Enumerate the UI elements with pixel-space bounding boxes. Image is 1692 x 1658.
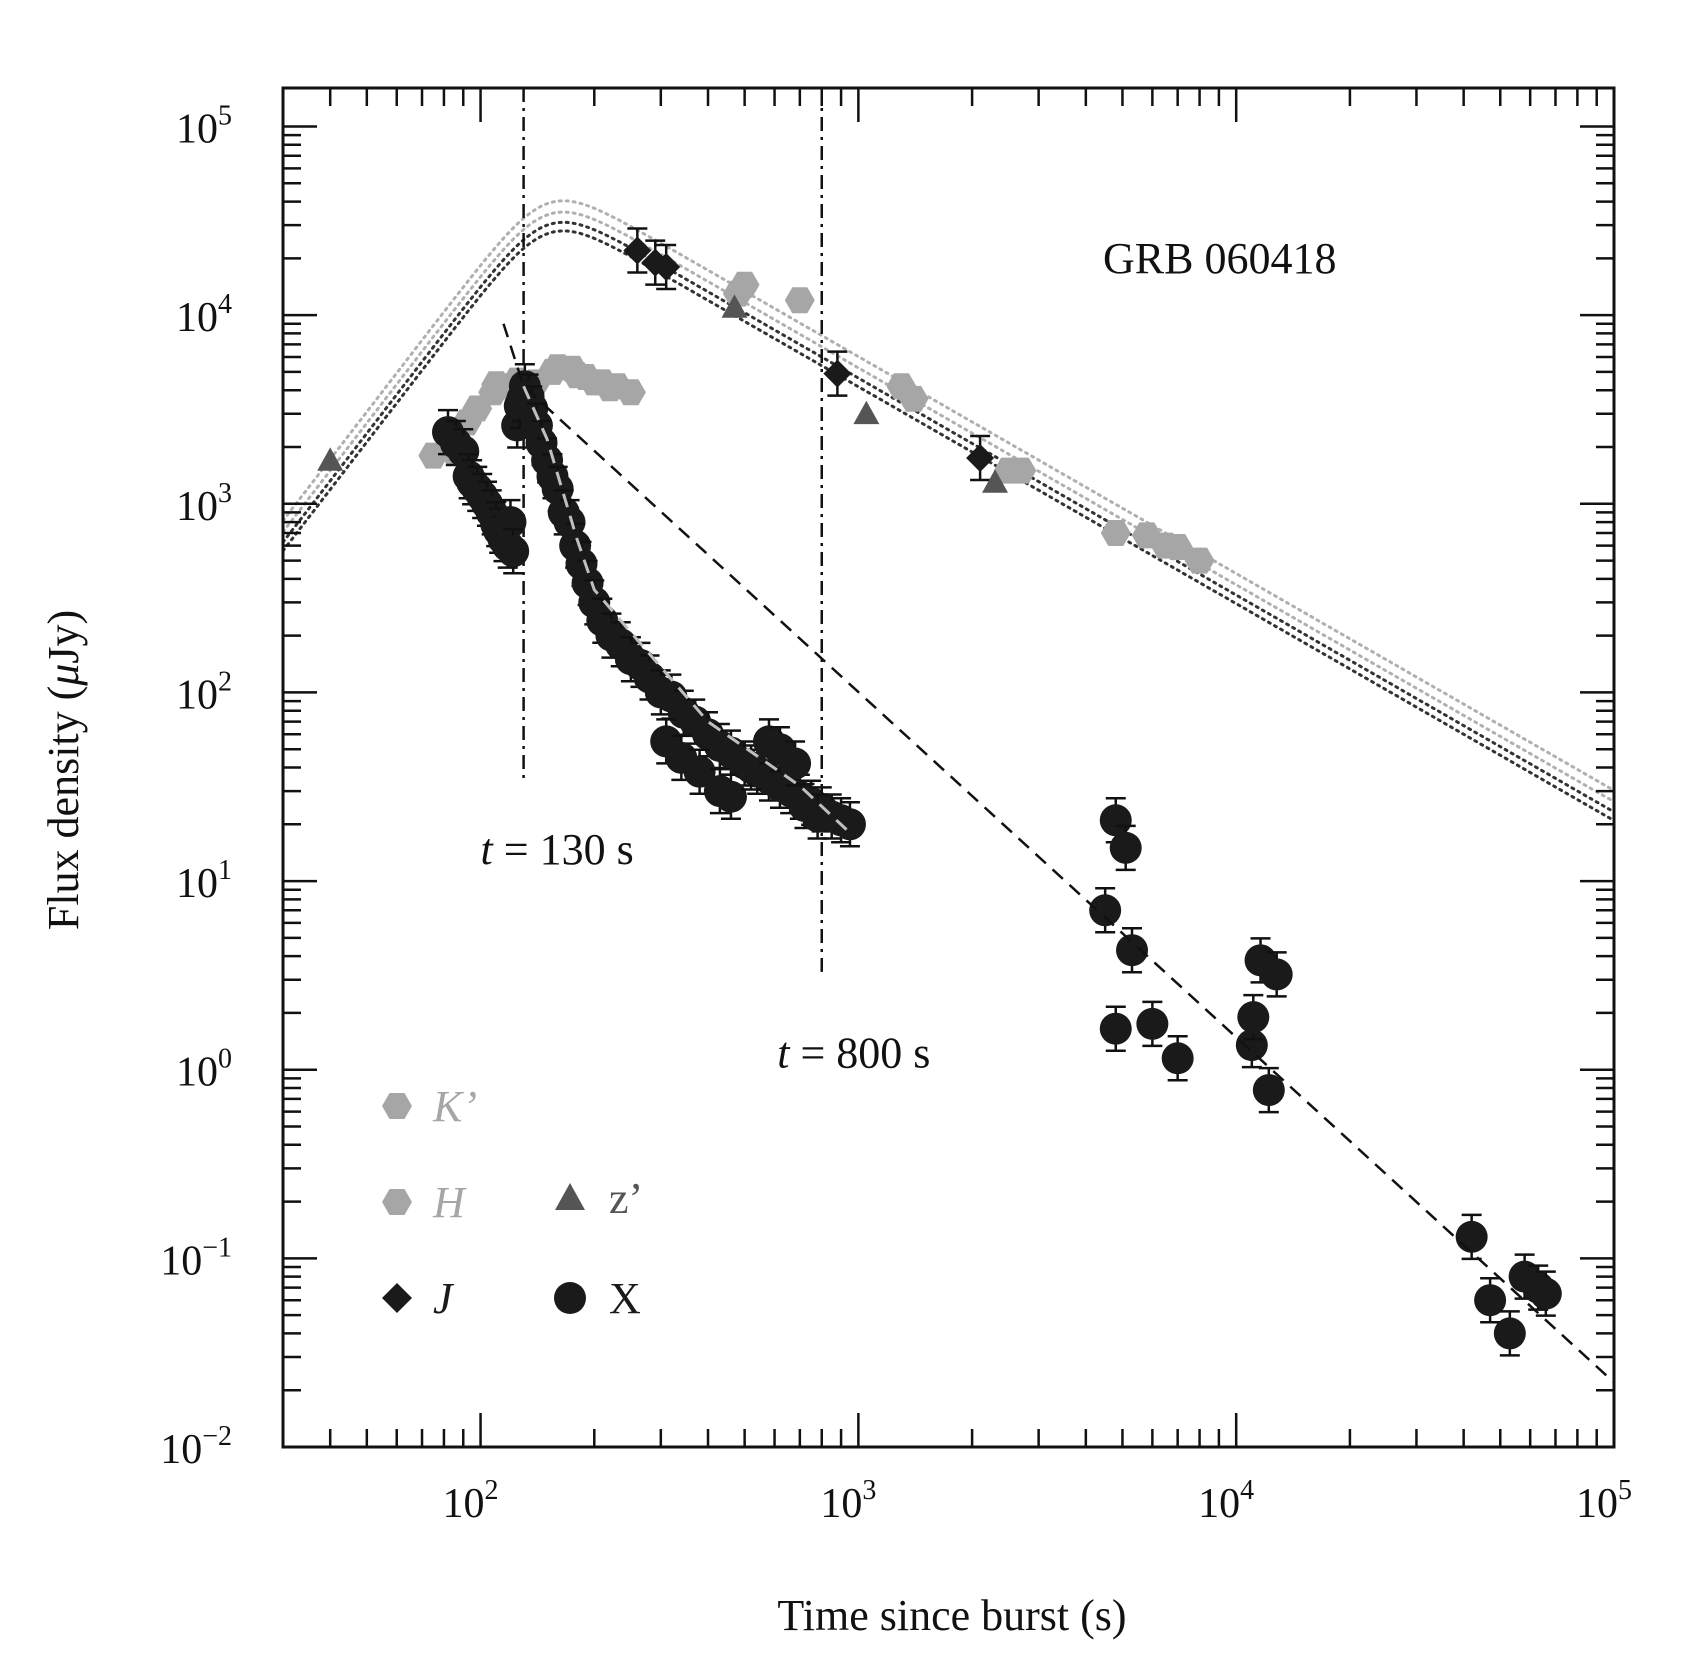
y-tick-label: 104 <box>176 289 232 341</box>
model-curves <box>281 199 1616 823</box>
point-triangle <box>982 469 1009 493</box>
legend-label: J <box>433 1274 455 1323</box>
x-tick-label: 105 <box>1576 1475 1632 1527</box>
point-circle <box>801 800 834 833</box>
model-curve <box>281 229 1616 823</box>
point-circle <box>1252 1074 1285 1107</box>
x-tick-label: 103 <box>820 1475 876 1527</box>
y-tick-label: 10−1 <box>160 1232 232 1284</box>
legend-marker-hexagon <box>382 1189 412 1215</box>
point-circle <box>1529 1277 1562 1310</box>
point-diamond <box>966 443 995 472</box>
x-ray-fit-grey-dashed <box>522 385 852 834</box>
legend: K’ H z’ J X <box>382 1082 643 1323</box>
point-circle <box>833 808 866 841</box>
model-curve <box>281 220 1616 814</box>
point-circle <box>1237 1001 1270 1034</box>
point-hexagon <box>1150 532 1181 559</box>
point-hexagon <box>886 373 917 400</box>
axis-ticks <box>281 88 1616 1449</box>
y-tick-label: 100 <box>176 1044 232 1096</box>
point-circle <box>1260 958 1293 991</box>
y-tick-label: 102 <box>176 666 232 718</box>
chart-title: GRB 060418 <box>1103 234 1336 283</box>
point-circle <box>494 506 527 539</box>
point-triangle <box>317 447 344 471</box>
legend-marker-diamond <box>382 1283 412 1313</box>
legend-label: X <box>609 1274 641 1323</box>
point-circle <box>714 780 747 813</box>
point-circle <box>1136 1007 1169 1040</box>
x-tick-label: 104 <box>1198 1475 1254 1527</box>
point-circle <box>1235 1029 1268 1062</box>
point-circle <box>1455 1220 1488 1253</box>
point-diamond <box>623 236 652 265</box>
x-axis-label: Time since burst (s) <box>777 1591 1126 1640</box>
plot-border <box>281 86 1616 1449</box>
y-axis-label: Flux density (μJy) <box>39 610 88 930</box>
point-circle <box>779 747 812 780</box>
point-triangle <box>721 294 748 318</box>
point-hexagon <box>993 457 1024 484</box>
point-triangle <box>853 400 880 425</box>
point-hexagon <box>418 442 449 469</box>
y-tick-label: 105 <box>176 101 232 153</box>
point-hexagon <box>722 280 753 307</box>
break-time-label: t = 130 s <box>481 825 634 874</box>
point-hexagon <box>615 379 646 406</box>
point-circle <box>1109 831 1142 864</box>
plot-frame <box>281 86 1616 1449</box>
point-circle <box>683 755 716 788</box>
x-tick-label: 102 <box>443 1475 499 1527</box>
legend-label: K’ <box>432 1082 477 1131</box>
y-tick-label: 10−2 <box>160 1421 232 1473</box>
y-tick-label: 101 <box>176 855 232 907</box>
model-curve <box>281 210 1616 804</box>
break-time-labels: t = 130 s t = 800 s <box>481 825 931 1078</box>
point-circle <box>1116 934 1149 967</box>
point-hexagon <box>784 287 815 314</box>
model-curve <box>281 199 1616 792</box>
y-tick-label: 103 <box>176 478 232 530</box>
legend-label: H <box>432 1178 467 1227</box>
point-hexagon <box>537 358 568 385</box>
point-circle <box>1493 1317 1526 1350</box>
legend-marker-triangle <box>555 1183 585 1210</box>
point-circle <box>735 751 768 784</box>
point-diamond <box>652 252 681 281</box>
point-hexagon <box>1184 547 1215 574</box>
point-circle <box>1099 1012 1132 1045</box>
point-circle <box>1089 894 1122 927</box>
point-circle <box>1099 804 1132 837</box>
point-hexagon <box>1100 520 1131 546</box>
data-points <box>317 227 1562 1357</box>
break-time-label: t = 800 s <box>777 1028 930 1077</box>
point-diamond <box>823 359 852 388</box>
point-circle <box>497 535 530 568</box>
x-ray-fit-lines <box>502 323 1615 1384</box>
point-circle <box>1161 1042 1194 1075</box>
tick-labels: 102 103 104 105 10−2 10−1 100 101 102 103 104 105 <box>160 101 1632 1527</box>
legend-marker-circle <box>554 1282 586 1314</box>
legend-marker-hexagon <box>382 1093 412 1119</box>
legend-label: z’ <box>609 1174 643 1223</box>
point-circle <box>1474 1284 1507 1317</box>
